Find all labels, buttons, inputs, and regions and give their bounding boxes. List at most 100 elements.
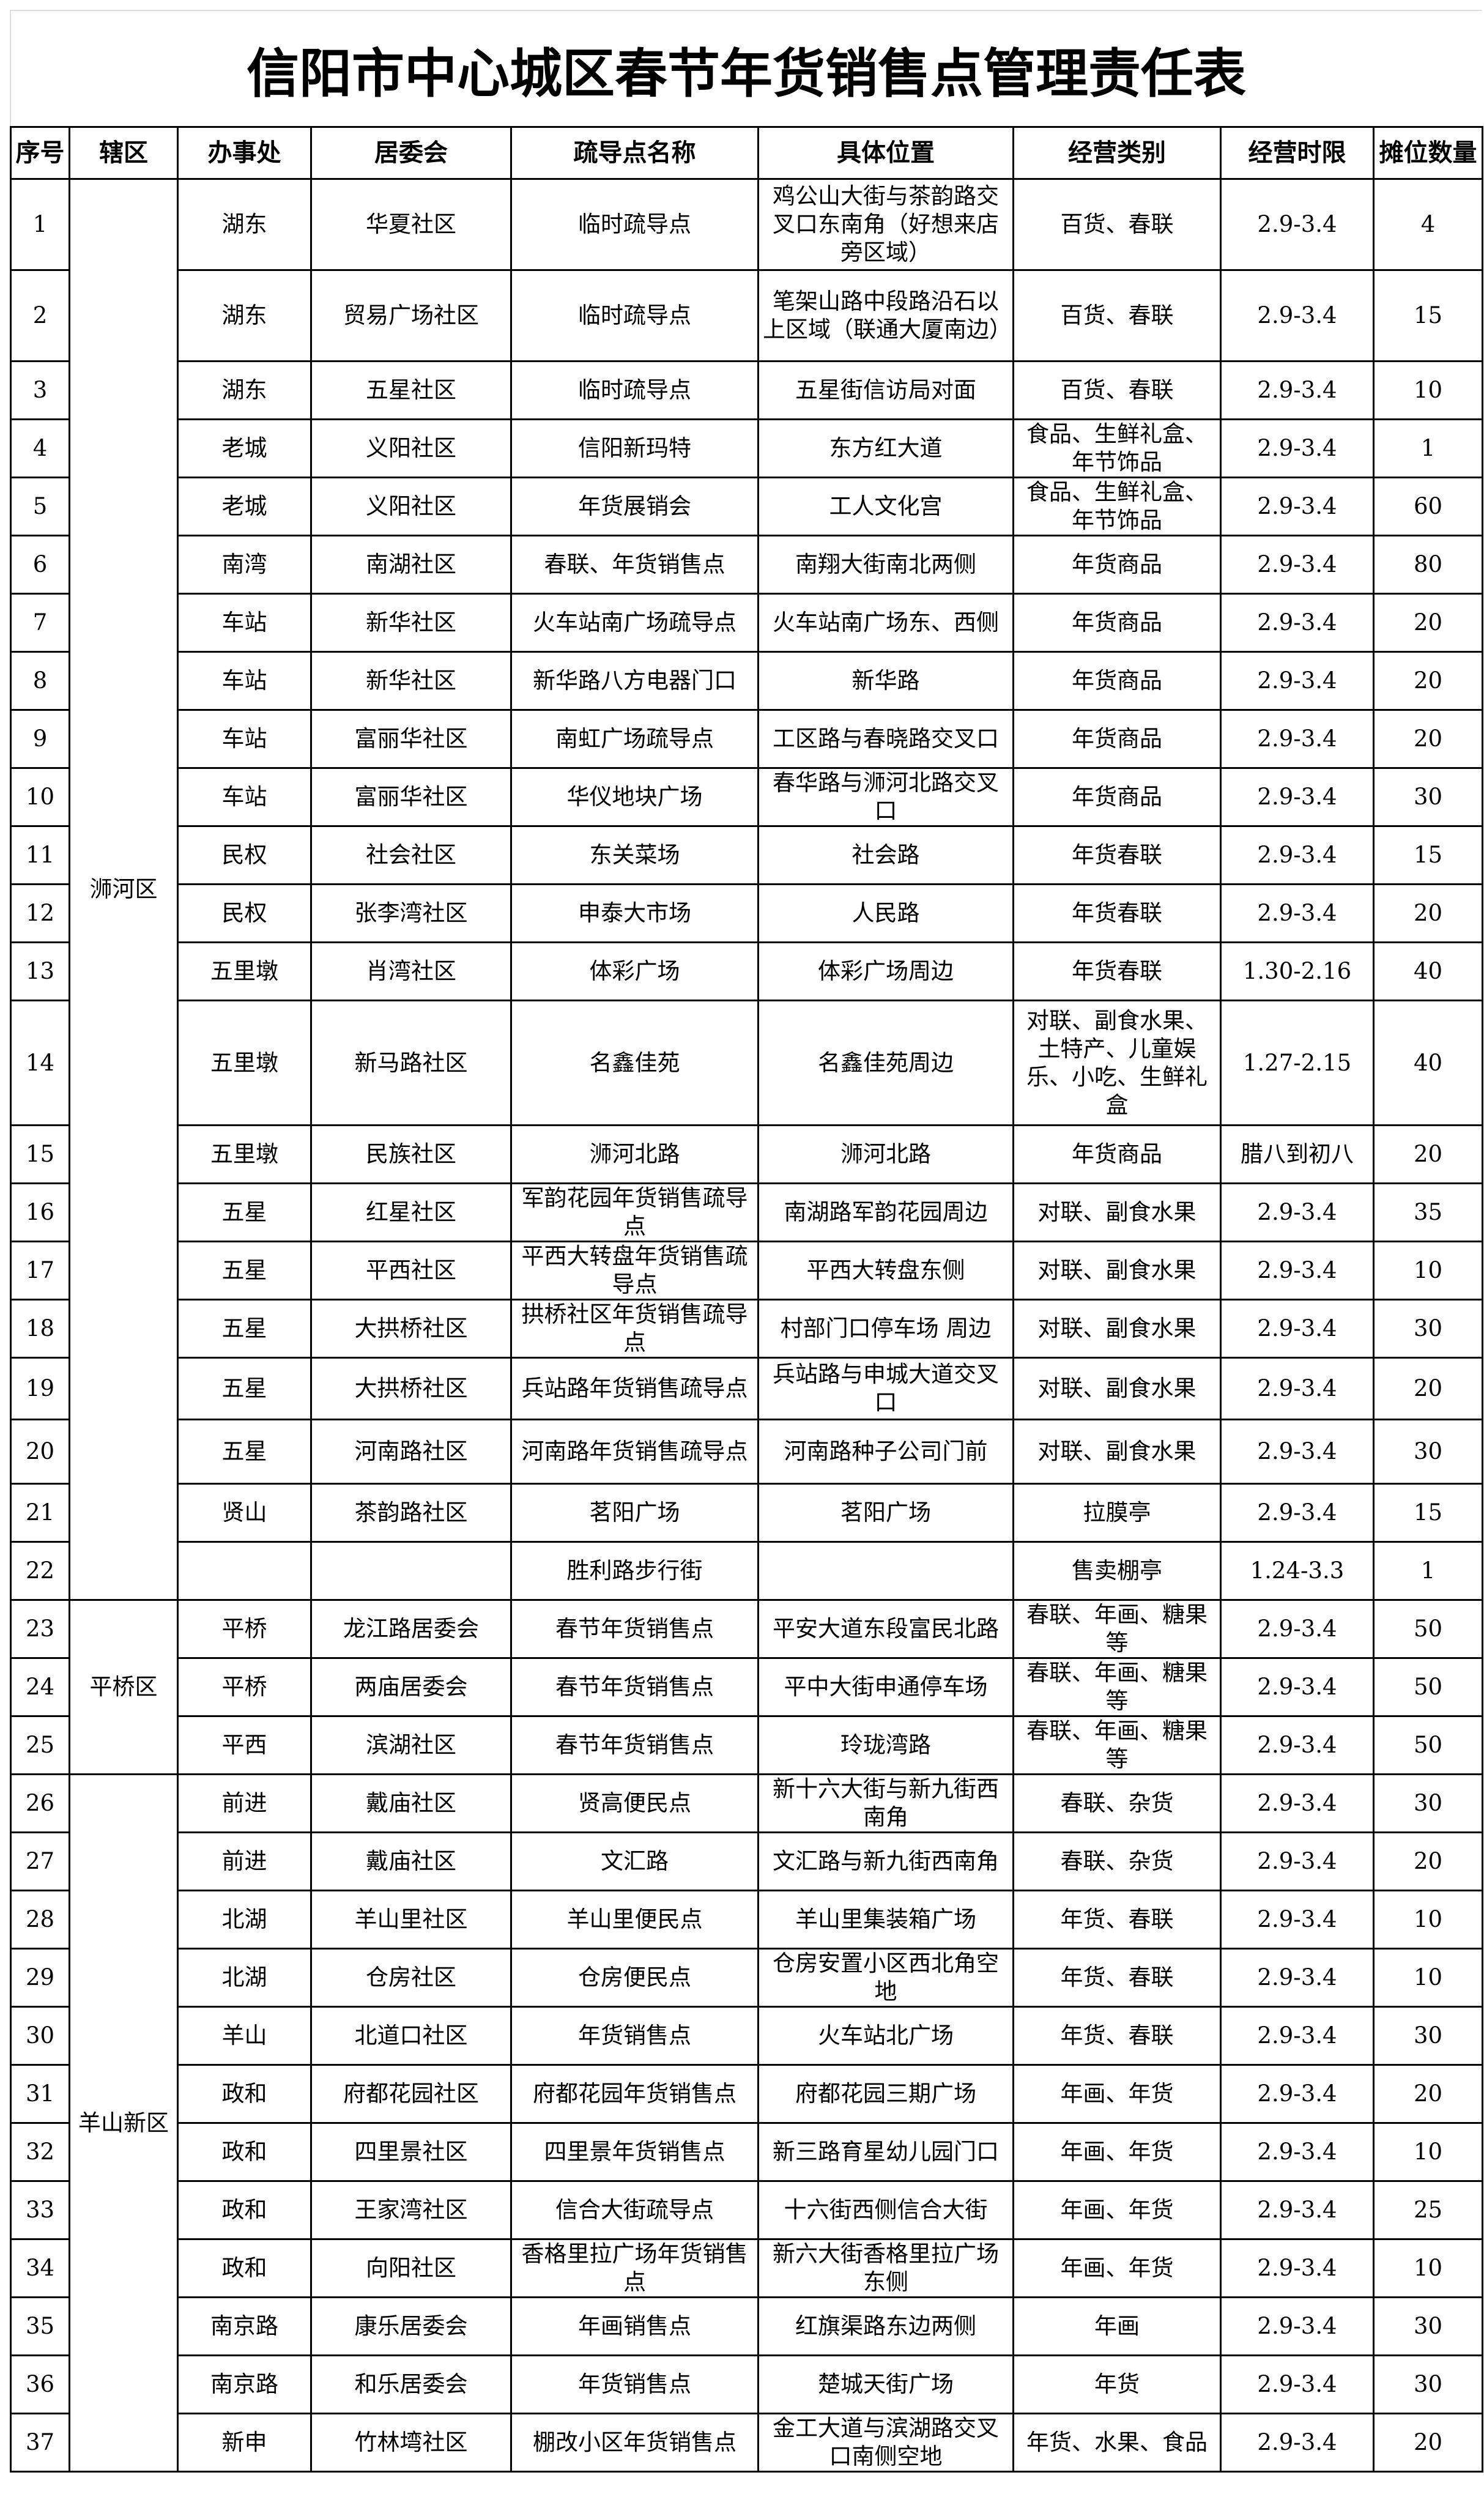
cell-category: 年货、春联: [1012, 1890, 1222, 1950]
cell-committee: 向阳社区: [310, 2238, 512, 2298]
cell-category: 年货、水果、食品: [1012, 2413, 1222, 2473]
cell-period: 2.9-3.4: [1220, 1241, 1375, 1300]
cell-office: 北湖: [177, 1890, 312, 1950]
cell-location: 红旗渠路东边两侧: [757, 2296, 1014, 2356]
cell-index: 30: [10, 2006, 70, 2066]
cell-stall-count: 20: [1373, 709, 1483, 769]
cell-committee: 新华社区: [310, 651, 512, 711]
cell-period: 2.9-3.4: [1220, 360, 1375, 420]
cell-index: 10: [10, 767, 70, 827]
table-row: 20 五星 河南路社区 河南路年货销售疏导点 河南路种子公司门前 对联、副食水果 2.9-3…: [10, 1419, 1483, 1485]
cell-location: 新十六大街与新九街西南角: [757, 1773, 1014, 1833]
cell-committee: 富丽华社区: [310, 709, 512, 769]
table-row: 29 北湖 仓房社区 仓房便民点 仓房安置小区西北角空地 年货、春联 2.9-3.4 10: [10, 1948, 1483, 2008]
cell-category: 春联、杂货: [1012, 1773, 1222, 1833]
table-row: 30 羊山 北道口社区 年货销售点 火车站北广场 年货、春联 2.9-3.4 30: [10, 2006, 1483, 2066]
table-row: 10 车站 富丽华社区 华仪地块广场 春华路与浉河北路交叉口 年货商品 2.9-3.4 30: [10, 767, 1483, 827]
table-row: 9 车站 富丽华社区 南虹广场疏导点 工区路与春晓路交叉口 年货商品 2.9-3.4 20: [10, 709, 1483, 769]
cell-stall-count: 80: [1373, 535, 1483, 595]
table-row: 23 平桥区 平桥 龙江路居委会 春节年货销售点 平安大道东段富民北路 春联、年画、糖果等 2…: [10, 1599, 1483, 1775]
cell-point-name: 春节年货销售点: [510, 1599, 759, 1659]
cell-point-name: 申泰大市场: [510, 883, 759, 943]
cell-period: 2.9-3.4: [1220, 2413, 1375, 2473]
cell-index: 31: [10, 2064, 70, 2124]
cell-office: 老城: [177, 418, 312, 478]
cell-committee: 四里景社区: [310, 2122, 512, 2182]
cell-point-name: 春联、年货销售点: [510, 535, 759, 595]
cell-office: 政和: [177, 2122, 312, 2182]
cell-period: 2.9-3.4: [1220, 1773, 1375, 1833]
cell-office: 政和: [177, 2064, 312, 2124]
cell-location: 火车站北广场: [757, 2006, 1014, 2066]
cell-point-name: 体彩广场: [510, 941, 759, 1001]
cell-committee: 南湖社区: [310, 535, 512, 595]
cell-stall-count: 30: [1373, 2354, 1483, 2414]
cell-period: 2.9-3.4: [1220, 2238, 1375, 2298]
cell-index: 28: [10, 1890, 70, 1950]
cell-index: 7: [10, 593, 70, 653]
cell-category: 年货春联: [1012, 883, 1222, 943]
cell-location: 府都花园三期广场: [757, 2064, 1014, 2124]
cell-period: 1.30-2.16: [1220, 941, 1375, 1001]
cell-committee: [310, 1541, 512, 1601]
cell-point-name: 胜利路步行街: [510, 1541, 759, 1601]
cell-stall-count: 10: [1373, 360, 1483, 420]
cell-stall-count: 30: [1373, 1773, 1483, 1833]
cell-location: 工人文化宫: [757, 477, 1014, 536]
cell-stall-count: 50: [1373, 1599, 1483, 1659]
cell-office: 新申: [177, 2413, 312, 2473]
table-row: 25 平西 滨湖社区 春节年货销售点 玲珑湾路 春联、年画、糖果等 2.9-3.4 50: [10, 1715, 1483, 1775]
cell-committee: 羊山里社区: [310, 1890, 512, 1950]
cell-stall-count: 20: [1373, 1831, 1483, 1891]
cell-location: 平西大转盘东侧: [757, 1241, 1014, 1300]
table-row: 5 老城 义阳社区 年货展销会 工人文化宫 食品、生鲜礼盒、年节饰品 2.9-3.4 60: [10, 477, 1483, 536]
cell-committee: 贸易广场社区: [310, 269, 512, 362]
cell-committee: 府都花园社区: [310, 2064, 512, 2124]
cell-office: 五星: [177, 1299, 312, 1359]
header-committee: 居委会: [310, 126, 512, 180]
cell-period: 2.9-3.4: [1220, 825, 1375, 885]
cell-point-name: 火车站南广场疏导点: [510, 593, 759, 653]
cell-category: 年货商品: [1012, 767, 1222, 827]
cell-category: 食品、生鲜礼盒、年节饰品: [1012, 477, 1222, 536]
table-row: 28 北湖 羊山里社区 羊山里便民点 羊山里集装箱广场 年货、春联 2.9-3.4 10: [10, 1890, 1483, 1950]
cell-period: 2.9-3.4: [1220, 767, 1375, 827]
cell-office: 车站: [177, 709, 312, 769]
cell-location: 火车站南广场东、西侧: [757, 593, 1014, 653]
cell-stall-count: 50: [1373, 1715, 1483, 1775]
cell-point-name: 华仪地块广场: [510, 767, 759, 827]
cell-stall-count: 1: [1373, 418, 1483, 478]
cell-point-name: 临时疏导点: [510, 360, 759, 420]
cell-category: 年货春联: [1012, 941, 1222, 1001]
cell-point-name: 军韵花园年货销售疏导点: [510, 1182, 759, 1242]
cell-committee: 王家湾社区: [310, 2180, 512, 2240]
cell-category: 对联、副食水果: [1012, 1419, 1222, 1485]
cell-location: 平安大道东段富民北路: [757, 1599, 1014, 1659]
cell-committee: 红星社区: [310, 1182, 512, 1242]
cell-period: 2.9-3.4: [1220, 1182, 1375, 1242]
cell-stall-count: 10: [1373, 2238, 1483, 2298]
cell-committee: 戴庙社区: [310, 1831, 512, 1891]
cell-committee: 新华社区: [310, 593, 512, 653]
cell-location: 南翔大街南北两侧: [757, 535, 1014, 595]
cell-index: 8: [10, 651, 70, 711]
cell-index: 15: [10, 1124, 70, 1184]
cell-period: 2.9-3.4: [1220, 1831, 1375, 1891]
cell-index: 37: [10, 2413, 70, 2473]
table-row: 13 五里墩 肖湾社区 体彩广场 体彩广场周边 年货春联 1.30-2.16 40: [10, 941, 1483, 1001]
cell-location: 茗阳广场: [757, 1483, 1014, 1543]
cell-stall-count: 20: [1373, 2413, 1483, 2473]
table-row: 17 五星 平西社区 平西大转盘年货销售疏导点 平西大转盘东侧 对联、副食水果 2.9-3.…: [10, 1241, 1483, 1300]
cell-location: 春华路与浉河北路交叉口: [757, 767, 1014, 827]
table-row: 34 政和 向阳社区 香格里拉广场年货销售点 新六大街香格里拉广场东侧 年画、年货 2.9-…: [10, 2238, 1483, 2298]
cell-index: 16: [10, 1182, 70, 1242]
cell-committee: 富丽华社区: [310, 767, 512, 827]
cell-committee: 义阳社区: [310, 418, 512, 478]
document: 信阳市中心城区春节年货销售点管理责任表 序号 辖区 办事处 居委会 疏导点名称 …: [10, 10, 1483, 2473]
cell-stall-count: 4: [1373, 178, 1483, 271]
cell-stall-count: 35: [1373, 1182, 1483, 1242]
cell-period: 2.9-3.4: [1220, 2296, 1375, 2356]
header-index: 序号: [10, 126, 70, 180]
cell-point-name: 新华路八方电器门口: [510, 651, 759, 711]
cell-point-name: 年画销售点: [510, 2296, 759, 2356]
